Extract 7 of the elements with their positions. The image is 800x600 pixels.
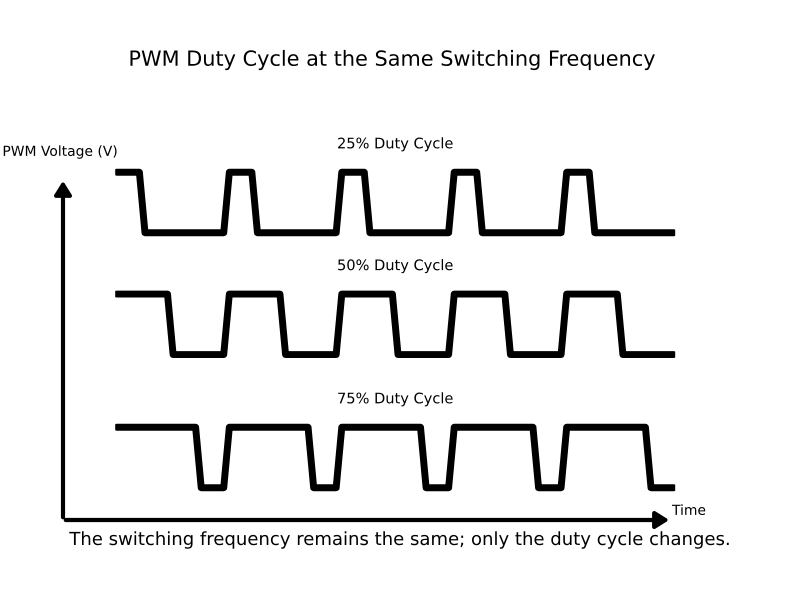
x-axis-title: Time xyxy=(672,504,706,516)
chart-subtitle: 75% Duty Cycle xyxy=(338,392,453,406)
chart-subtitle: 25% Duty Cycle xyxy=(338,137,453,152)
chart-title: PWM Duty Cycle at the Same Switching Frequency xyxy=(130,50,655,70)
text: The switching frequency remains the same; only the duty cycle changes. xyxy=(69,531,729,549)
y-axis-title: PWM Voltage (V) xyxy=(4,145,117,159)
chart-subtitle: 50% Duty Cycle xyxy=(338,259,453,274)
